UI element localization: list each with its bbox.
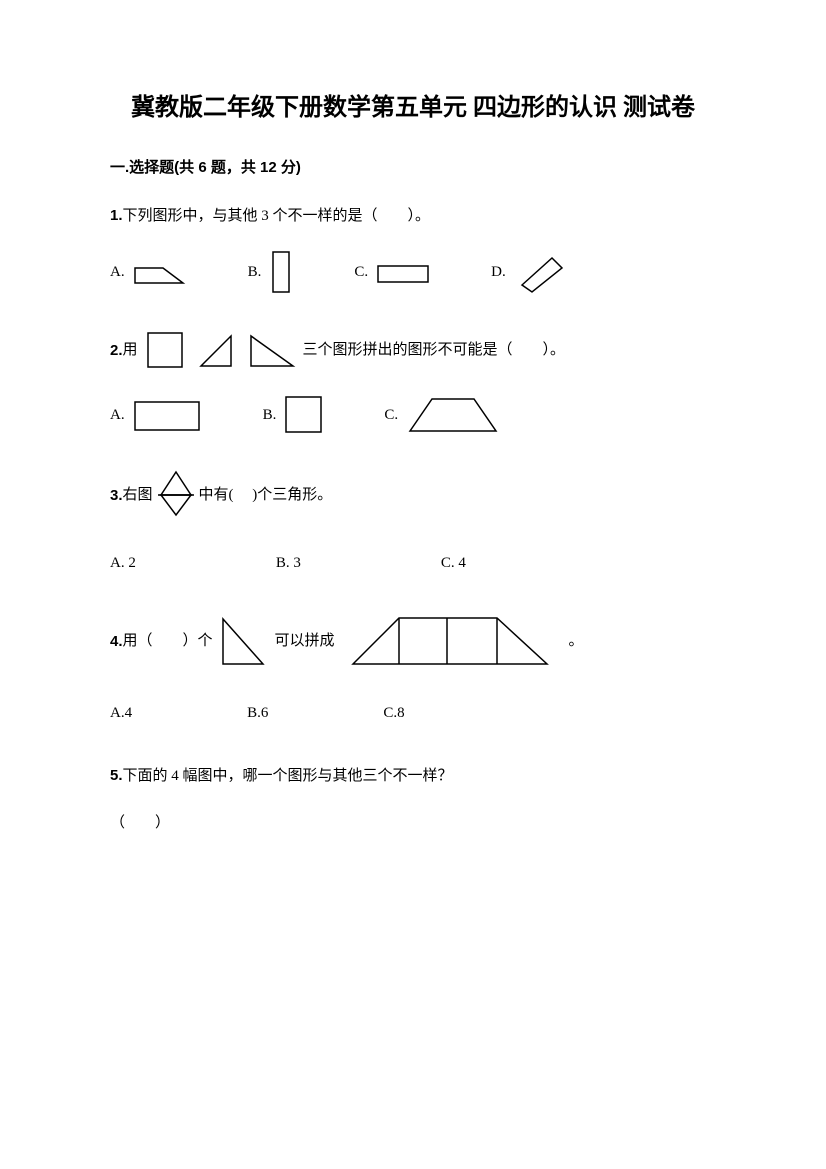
- q3-optC-label: C. 4: [441, 550, 466, 577]
- question-5: 5.下面的 4 幅图中，哪一个图形与其他三个不一样？ （ ）: [110, 762, 716, 837]
- q3-text-after: 中有( )个三角形。: [199, 482, 333, 509]
- q2-text-before: 用: [123, 337, 138, 364]
- q4-optC-label: C.8: [383, 700, 404, 727]
- square-icon: [143, 330, 188, 370]
- q5-blank: （ ）: [110, 815, 170, 831]
- q3-num: 3.: [110, 482, 123, 509]
- diamond-shape-icon: [156, 470, 196, 520]
- q4-text-after: 。: [569, 628, 584, 655]
- q1-option-d[interactable]: D.: [491, 250, 569, 295]
- q3-option-a[interactable]: A. 2: [110, 550, 136, 577]
- question-4: 4. 用（ ）个 可以拼成 。 A.4 B.6 C.8: [110, 612, 716, 727]
- trapezoid-icon: [133, 258, 188, 288]
- q4-text-mid: 可以拼成: [275, 628, 335, 655]
- page-title: 冀教版二年级下册数学第五单元 四边形的认识 测试卷: [110, 90, 716, 126]
- q4-optA-label: A.4: [110, 700, 132, 727]
- q1-option-c[interactable]: C.: [354, 259, 431, 286]
- q1-optB-label: B.: [248, 259, 262, 286]
- q5-text: 下面的 4 幅图中，哪一个图形与其他三个不一样？: [123, 768, 453, 784]
- rectangle-icon: [133, 398, 203, 433]
- q2-num: 2.: [110, 337, 123, 364]
- q4-optB-label: B.6: [247, 700, 268, 727]
- tilted-rect-icon: [514, 250, 569, 295]
- right-triangle-icon: [219, 614, 269, 669]
- q1-optA-label: A.: [110, 259, 125, 286]
- trapezoid-icon: [406, 395, 501, 435]
- question-2: 2. 用 三个图形拼出的图形不可能是（ ）。 A. B. C.: [110, 330, 716, 435]
- composite-shape-icon: [347, 612, 557, 670]
- q3-option-c[interactable]: C. 4: [441, 550, 466, 577]
- q4-option-b[interactable]: B.6: [247, 700, 268, 727]
- q5-num: 5.: [110, 767, 123, 784]
- q3-option-b[interactable]: B. 3: [276, 550, 301, 577]
- q4-option-a[interactable]: A.4: [110, 700, 132, 727]
- right-triangle-flip-icon: [248, 331, 298, 369]
- question-3: 3. 右图 中有( )个三角形。 A. 2 B. 3 C. 4: [110, 470, 716, 577]
- right-triangle-icon: [198, 331, 238, 369]
- q2-option-b[interactable]: B.: [263, 395, 325, 435]
- q2-optC-label: C.: [384, 402, 398, 429]
- q3-optB-label: B. 3: [276, 550, 301, 577]
- horizontal-rect-icon: [376, 260, 431, 285]
- q3-optA-label: A. 2: [110, 550, 136, 577]
- vertical-rect-icon: [269, 250, 294, 295]
- q2-optA-label: A.: [110, 402, 125, 429]
- q1-optD-label: D.: [491, 259, 506, 286]
- q1-optC-label: C.: [354, 259, 368, 286]
- q1-text: 下列图形中，与其他 3 个不一样的是（ ）。: [123, 208, 431, 224]
- q1-num: 1.: [110, 207, 123, 224]
- q1-option-b[interactable]: B.: [248, 250, 295, 295]
- q2-option-c[interactable]: C.: [384, 395, 501, 435]
- q4-option-c[interactable]: C.8: [383, 700, 404, 727]
- section-header: 一.选择题(共 6 题，共 12 分): [110, 156, 716, 177]
- q3-text-before: 右图: [123, 482, 153, 509]
- q4-text-before: 用（ ）个: [123, 628, 213, 655]
- question-1: 1.下列图形中，与其他 3 个不一样的是（ ）。 A. B. C. D.: [110, 202, 716, 295]
- q4-num: 4.: [110, 628, 123, 655]
- square-icon: [284, 395, 324, 435]
- q2-option-a[interactable]: A.: [110, 398, 203, 433]
- q2-text-after: 三个图形拼出的图形不可能是（ ）。: [303, 337, 566, 364]
- q1-option-a[interactable]: A.: [110, 258, 188, 288]
- q2-optB-label: B.: [263, 402, 277, 429]
